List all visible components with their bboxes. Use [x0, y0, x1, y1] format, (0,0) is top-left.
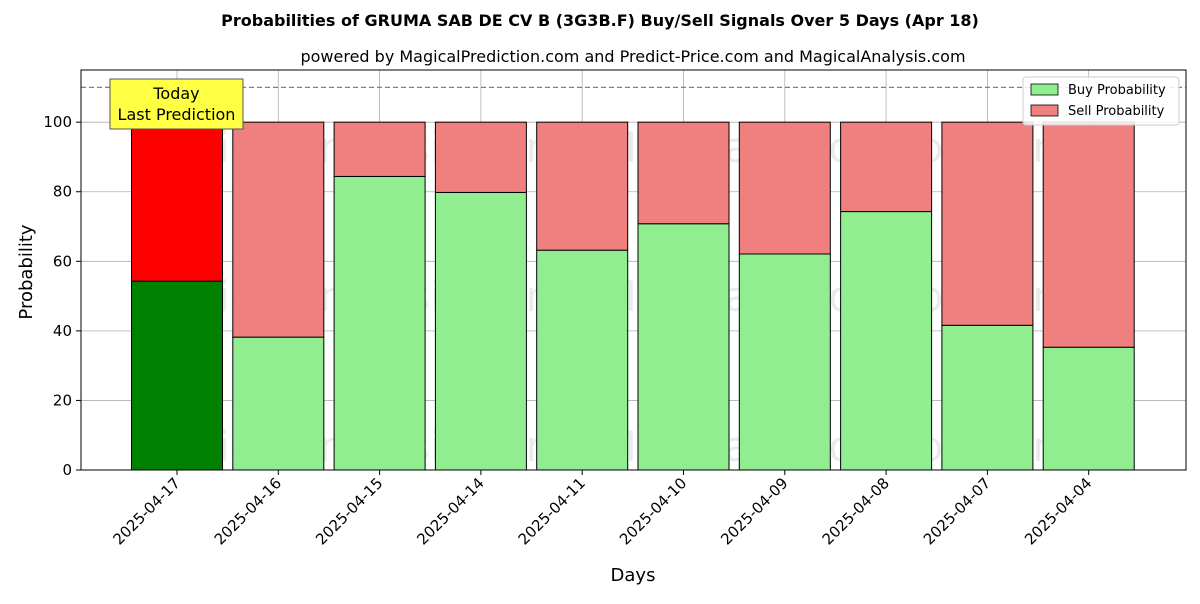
plot-frame — [80, 69, 1187, 471]
bar-sell-2025-04-08 — [840, 121, 933, 213]
x-tick-label-8: 2025-04-07 — [920, 474, 994, 548]
x-tick-label-7: 2025-04-08 — [819, 474, 893, 548]
bar-sell-2025-04-14 — [434, 121, 527, 193]
x-tick-label-0: 2025-04-17 — [109, 474, 183, 548]
bar-sell-2025-04-07 — [941, 121, 1034, 326]
y-tick-label-3: 60 — [53, 252, 72, 270]
x-axis-label: Days — [611, 565, 656, 586]
annotation-line-1: Today — [152, 84, 199, 103]
y-axis: 0 20 40 60 80 100 — [43, 113, 81, 479]
y-tick-label-0: 0 — [62, 461, 72, 479]
bar-buy-2025-04-15 — [333, 175, 426, 471]
bar-buy-2025-04-16 — [232, 336, 325, 471]
bar-buy-2025-04-04 — [1042, 346, 1135, 471]
bar-buy-2025-04-10 — [637, 223, 730, 471]
chart-subtitle: powered by MagicalPrediction.com and Pre… — [300, 47, 965, 66]
bar-sell-2025-04-16 — [232, 121, 325, 338]
x-tick-label-6: 2025-04-09 — [717, 474, 791, 548]
legend-swatch-sell — [1030, 104, 1059, 117]
bar-sell-2025-04-10 — [637, 121, 730, 225]
annotation-line-2: Last Prediction — [118, 105, 236, 124]
bar-buy-2025-04-09 — [738, 253, 831, 471]
y-tick-label-4: 80 — [53, 183, 72, 201]
annotation-box — [109, 78, 244, 130]
legend: Buy Probability Sell Probability — [1022, 76, 1180, 126]
x-tick-label-3: 2025-04-14 — [413, 474, 487, 548]
x-tick-label-5: 2025-04-10 — [616, 474, 690, 548]
x-tick-label-9: 2025-04-04 — [1021, 474, 1095, 548]
bar-buy-2025-04-07 — [941, 324, 1034, 471]
bar-sell-2025-04-11 — [536, 121, 629, 251]
y-tick-label-5: 100 — [43, 113, 72, 131]
chart-title: Probabilities of GRUMA SAB DE CV B (3G3B… — [221, 11, 979, 30]
legend-label-buy: Buy Probability — [1068, 83, 1166, 98]
x-tick-label-1: 2025-04-16 — [211, 474, 285, 548]
legend-label-sell: Sell Probability — [1068, 104, 1165, 119]
x-tick-label-2: 2025-04-15 — [312, 474, 386, 548]
bar-sell-2025-04-15 — [333, 121, 426, 177]
y-axis-label: Probability — [16, 224, 37, 319]
x-tick-label-4: 2025-04-11 — [515, 474, 589, 548]
bar-buy-2025-04-17 — [131, 280, 223, 471]
y-tick-label-2: 40 — [53, 322, 72, 340]
legend-box — [1022, 76, 1180, 126]
bar-sell-2025-04-04 — [1042, 121, 1135, 348]
bar-buy-2025-04-11 — [536, 249, 629, 471]
bars — [131, 121, 1135, 471]
today-annotation: Today Last Prediction — [109, 78, 244, 130]
bar-buy-2025-04-08 — [840, 211, 933, 471]
bar-buy-2025-04-14 — [434, 191, 527, 471]
x-axis: 2025-04-17 2025-04-16 2025-04-15 2025-04-14… — [109, 470, 1096, 548]
bar-sell-2025-04-17 — [131, 121, 223, 282]
y-tick-label-1: 20 — [53, 391, 72, 409]
legend-swatch-buy — [1030, 83, 1059, 96]
bar-sell-2025-04-09 — [738, 121, 831, 255]
